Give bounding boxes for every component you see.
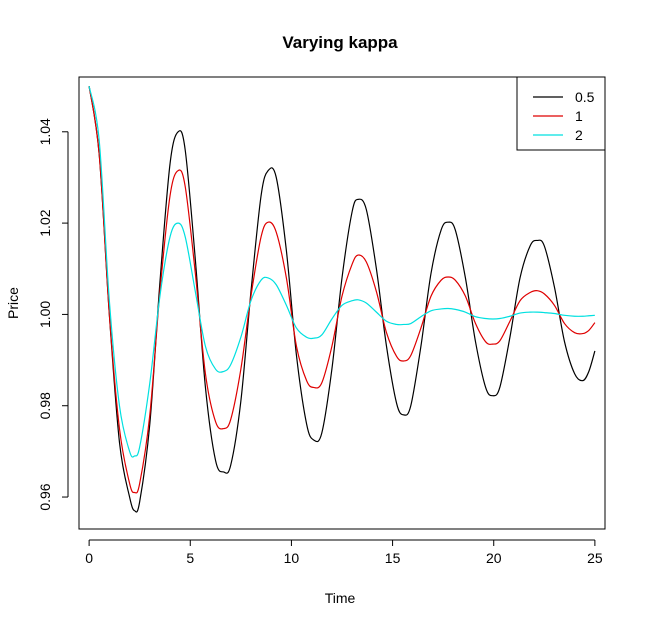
y-tick-label: 1.04 [37,118,53,145]
plot-frame [78,76,606,530]
y-tick-label: 0.96 [37,483,53,510]
x-axis: 0 5 10 15 20 25 [85,539,603,566]
legend-label: 0.5 [575,89,595,105]
x-tick-label: 10 [284,550,300,566]
series-layer [88,86,596,513]
legend-box [516,76,606,151]
x-axis-label: Time [325,590,356,606]
series-line-3 [88,86,595,458]
x-tick-label: 20 [486,550,502,566]
legend: 0.5 1 2 [516,76,606,151]
y-axis: 0.96 0.98 1.00 1.02 1.04 [37,118,69,511]
x-tick-label: 5 [186,550,194,566]
legend-label: 1 [575,108,583,124]
chart-title: Varying kappa [282,33,398,52]
series-line-2 [88,86,596,494]
y-tick-label: 1.02 [37,209,53,236]
x-tick-label: 15 [385,550,401,566]
x-tick-label: 0 [85,550,93,566]
y-tick-label: 1.00 [37,301,53,328]
legend-label: 2 [575,127,583,143]
x-tick-label: 25 [587,550,603,566]
y-tick-label: 0.98 [37,392,53,419]
series-line-1 [88,86,596,513]
y-axis-label: Price [5,287,21,319]
